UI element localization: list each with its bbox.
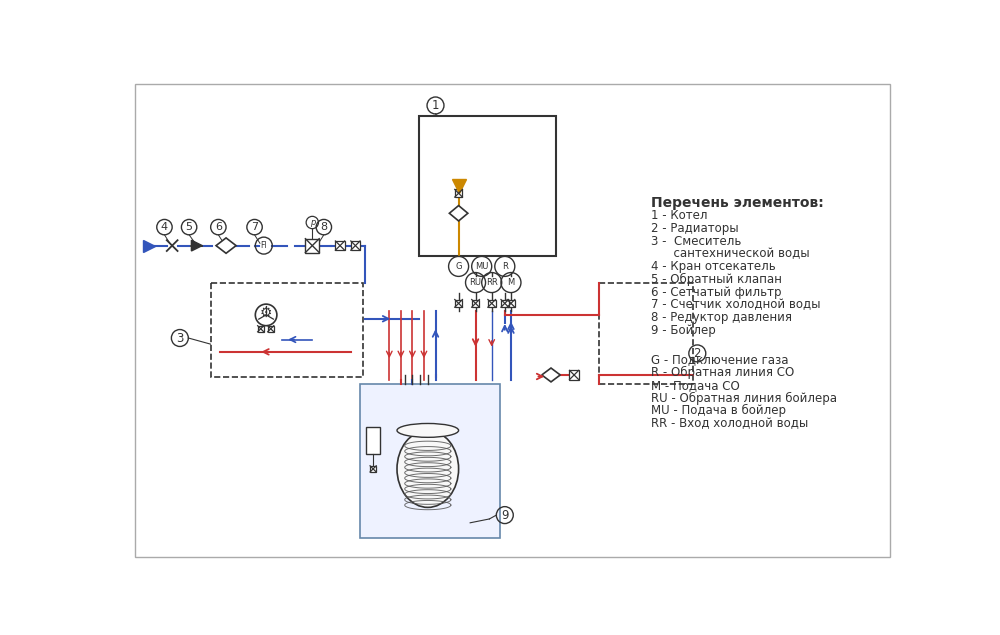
Bar	[613, 290, 616, 377]
Text: 7: 7	[251, 222, 258, 232]
Text: 1 - Котел: 1 - Котел	[651, 210, 708, 222]
Bar	[683, 290, 686, 377]
Bar	[677, 290, 680, 377]
Text: 1: 1	[432, 99, 439, 112]
Ellipse shape	[397, 424, 459, 438]
Bar	[455, 300, 462, 307]
Text: R - Обратная линия СО: R - Обратная линия СО	[651, 366, 794, 379]
Text: p: p	[310, 218, 315, 227]
Bar	[366, 427, 380, 453]
Text: G - Подключение газа: G - Подключение газа	[651, 354, 789, 366]
Text: MU: MU	[475, 262, 488, 271]
Text: M: M	[507, 278, 515, 287]
Text: 7 - Счетчик холодной воды: 7 - Счетчик холодной воды	[651, 298, 821, 311]
Text: 4: 4	[161, 222, 168, 232]
Text: 8 - Редуктор давления: 8 - Редуктор давления	[651, 311, 792, 324]
Text: RR - Вход холодной воды: RR - Вход холодной воды	[651, 417, 808, 430]
Bar	[634, 290, 637, 377]
Bar	[258, 326, 264, 332]
Text: 6 - Сетчатый фильтр: 6 - Сетчатый фильтр	[651, 286, 782, 298]
Bar	[305, 239, 319, 253]
Bar	[623, 290, 626, 377]
Bar	[507, 300, 515, 307]
Text: 3 -  Смеситель: 3 - Смеситель	[651, 235, 741, 248]
Bar	[661, 290, 664, 377]
Text: 2 - Радиаторы: 2 - Радиаторы	[651, 222, 739, 235]
Bar	[488, 300, 496, 307]
Polygon shape	[216, 238, 236, 253]
Bar	[650, 290, 653, 377]
Bar	[351, 241, 360, 250]
Bar	[656, 290, 659, 377]
Text: 2: 2	[694, 347, 701, 360]
Bar	[602, 290, 605, 377]
Bar	[360, 384, 500, 538]
Bar	[501, 300, 509, 307]
Bar	[268, 326, 274, 332]
Text: Перечень элементов:: Перечень элементов:	[651, 196, 824, 210]
Text: 9 - Бойлер: 9 - Бойлер	[651, 324, 716, 337]
Bar	[211, 283, 363, 377]
Text: RU - Обратная линия бойлера: RU - Обратная линия бойлера	[651, 392, 837, 404]
Text: MU - Подача в бойлер: MU - Подача в бойлер	[651, 404, 786, 417]
Text: 3: 3	[176, 331, 184, 345]
Text: G: G	[455, 262, 462, 271]
Bar	[455, 189, 462, 197]
Text: R: R	[502, 262, 508, 271]
Text: 9: 9	[501, 509, 509, 521]
Bar	[472, 300, 479, 307]
Text: сантехнической воды: сантехнической воды	[651, 248, 810, 260]
Polygon shape	[542, 368, 560, 382]
Ellipse shape	[397, 431, 459, 507]
Bar	[370, 466, 376, 472]
Text: 8: 8	[320, 222, 327, 232]
Bar	[629, 290, 632, 377]
Text: ⚙: ⚙	[260, 305, 272, 319]
Bar	[607, 290, 610, 377]
Polygon shape	[449, 206, 468, 221]
Bar	[666, 290, 670, 377]
Polygon shape	[191, 240, 202, 251]
Bar	[419, 116, 556, 257]
Text: RR: RR	[486, 278, 498, 287]
Text: 6: 6	[215, 222, 222, 232]
Bar	[569, 370, 579, 380]
Text: M - Подача СО: M - Подача СО	[651, 379, 740, 392]
Text: 5: 5	[186, 222, 193, 232]
Text: 4 - Кран отсекатель: 4 - Кран отсекатель	[651, 260, 776, 273]
Bar	[672, 290, 675, 377]
Bar	[640, 290, 643, 377]
Bar	[618, 290, 621, 377]
Text: 5 - Обратный клапан: 5 - Обратный клапан	[651, 273, 782, 286]
Bar	[335, 241, 345, 250]
Bar	[645, 290, 648, 377]
Bar	[599, 283, 693, 384]
Text: RU: RU	[470, 278, 482, 287]
Text: FI: FI	[260, 241, 267, 250]
